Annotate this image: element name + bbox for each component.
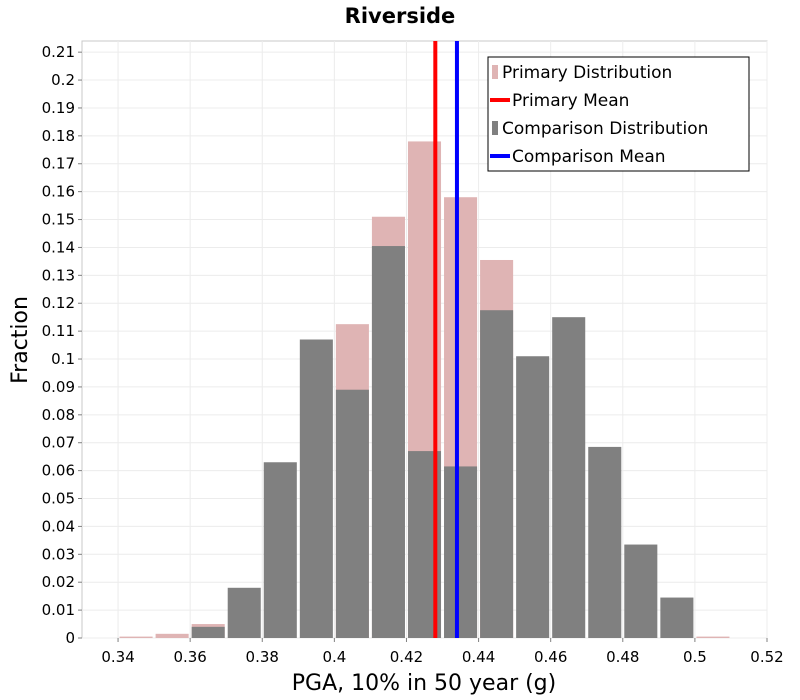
comparison-bar (299, 339, 333, 638)
x-tick-label: 0.52 (750, 648, 783, 666)
legend-box (487, 56, 750, 172)
y-tick-label: 0.16 (42, 183, 75, 201)
legend-label: Comparison Distribution (502, 119, 708, 139)
y-tick-label: 0.15 (42, 211, 75, 229)
comparison-bar (588, 446, 622, 638)
comparison-bar (335, 389, 369, 638)
primary-bar (119, 636, 153, 638)
y-tick-label: 0.21 (42, 43, 75, 61)
comparison-bar (263, 462, 297, 638)
comparison-bar (516, 356, 550, 638)
y-tick-label: 0.13 (42, 266, 75, 284)
comparison-bar (480, 310, 514, 638)
x-tick-label: 0.48 (606, 648, 639, 666)
primary-bar (155, 633, 189, 638)
y-tick-label: 0.2 (51, 71, 75, 89)
y-tick-label: 0.01 (42, 601, 75, 619)
x-tick-label: 0.34 (101, 648, 134, 666)
x-tick-label: 0.38 (246, 648, 279, 666)
y-tick-label: 0.1 (51, 350, 75, 368)
y-tick-label: 0.18 (42, 127, 75, 145)
primary-bar (696, 636, 730, 638)
y-axis-ticks: 0 0.01 0.02 0.03 0.04 0.05 0.06 0.07 0.08 0.09 0.1… (42, 43, 82, 647)
legend-swatch (492, 65, 498, 79)
y-tick-label: 0.09 (42, 378, 75, 396)
x-tick-label: 0.46 (534, 648, 567, 666)
x-axis-title: PGA, 10% in 50 year (g) (292, 671, 556, 696)
mean-lines (433, 41, 459, 638)
y-tick-label: 0.07 (42, 434, 75, 452)
x-tick-label: 0.4 (322, 648, 346, 666)
comparison-bar (624, 544, 658, 638)
x-tick-label: 0.42 (390, 648, 423, 666)
legend-label: Primary Mean (512, 91, 629, 111)
comparison-distribution-bars (191, 246, 694, 639)
legend: Primary Distribution Primary Mean Comparis… (487, 56, 750, 172)
y-axis-title: Fraction (8, 296, 33, 384)
legend-label: Comparison Mean (512, 147, 666, 167)
y-tick-label: 0.03 (42, 545, 75, 563)
y-tick-label: 0.02 (42, 573, 75, 591)
y-tick-label: 0 (65, 629, 75, 647)
x-tick-label: 0.36 (173, 648, 206, 666)
legend-swatch (492, 121, 498, 135)
comparison-bar (227, 587, 261, 638)
y-tick-label: 0.08 (42, 406, 75, 424)
y-tick-label: 0.11 (42, 322, 75, 340)
y-tick-label: 0.17 (42, 155, 75, 173)
y-tick-label: 0.04 (42, 517, 75, 535)
comparison-bar (660, 597, 694, 638)
x-axis-ticks: 0.34 0.36 0.38 0.4 0.42 0.44 0.46 0.48 0.5 0.52 (101, 638, 784, 666)
comparison-bar (371, 246, 405, 639)
x-tick-label: 0.5 (683, 648, 707, 666)
y-tick-label: 0.19 (42, 99, 75, 117)
comparison-bar (552, 317, 586, 638)
y-tick-label: 0.12 (42, 294, 75, 312)
y-tick-label: 0.06 (42, 462, 75, 480)
legend-label: Primary Distribution (502, 63, 672, 83)
x-tick-label: 0.44 (462, 648, 495, 666)
y-tick-label: 0.05 (42, 490, 75, 508)
comparison-bar (444, 466, 478, 638)
comparison-bar (191, 626, 225, 638)
y-tick-label: 0.14 (42, 238, 75, 256)
chart-title: Riverside (345, 4, 456, 28)
